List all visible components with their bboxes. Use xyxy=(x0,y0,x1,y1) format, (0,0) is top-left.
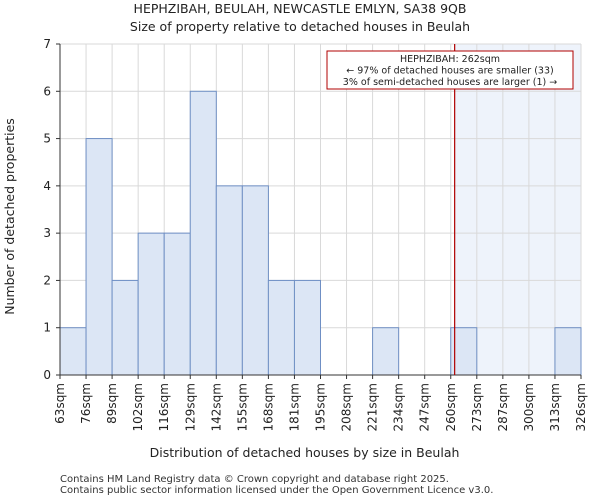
histogram-bar xyxy=(215,185,243,376)
y-tick-label: 6 xyxy=(43,84,51,98)
x-tick-label: 76sqm xyxy=(79,383,93,424)
x-tick-label: 300sqm xyxy=(522,383,536,431)
annotation-box xyxy=(326,50,574,90)
x-tick-label: 247sqm xyxy=(418,383,432,431)
histogram-bar xyxy=(241,185,269,376)
chart-subtitle: Size of property relative to detached ho… xyxy=(129,19,471,34)
annotation-line: 3% of semi-detached houses are larger (1… xyxy=(343,77,557,88)
x-tick-label: 102sqm xyxy=(131,383,145,431)
x-tick-label: 313sqm xyxy=(548,383,562,431)
x-tick-label: 63sqm xyxy=(53,383,67,424)
x-tick-label: 273sqm xyxy=(470,383,484,431)
y-tick-label: 5 xyxy=(43,132,51,146)
highlight-region xyxy=(454,44,581,375)
histogram-bar xyxy=(267,279,295,376)
x-tick-label: 260sqm xyxy=(444,383,458,431)
y-tick-label: 1 xyxy=(43,321,51,335)
footer-attribution-ogl: Contains public sector information licen… xyxy=(60,485,494,496)
annotation-line: HEPHZIBAH: 262sqm xyxy=(400,54,500,65)
x-tick-label: 89sqm xyxy=(105,383,119,424)
histogram-bar xyxy=(554,327,582,376)
annotation-line: ← 97% of detached houses are smaller (33… xyxy=(346,66,553,77)
x-tick-label: 208sqm xyxy=(340,383,354,431)
x-tick-label: 181sqm xyxy=(287,383,301,431)
x-tick-label: 129sqm xyxy=(183,383,197,431)
histogram-bar xyxy=(59,327,87,376)
y-tick-label: 3 xyxy=(43,226,51,240)
y-tick-label: 2 xyxy=(43,273,51,287)
histogram-bar xyxy=(189,90,217,376)
histogram-bar xyxy=(137,232,165,376)
histogram-bar xyxy=(293,279,322,376)
x-tick-label: 234sqm xyxy=(392,383,406,431)
x-tick-label: 168sqm xyxy=(261,383,275,431)
footer-attribution-land-registry: Contains HM Land Registry data © Crown c… xyxy=(60,474,449,485)
histogram-bar xyxy=(111,279,139,376)
chart-title: HEPHZIBAH, BEULAH, NEWCASTLE EMLYN, SA38… xyxy=(133,1,467,16)
x-tick-label: 195sqm xyxy=(314,383,328,431)
y-tick-label: 4 xyxy=(43,179,51,193)
histogram-bar xyxy=(163,232,191,376)
y-tick-label: 0 xyxy=(43,368,51,382)
x-tick-label: 142sqm xyxy=(209,383,223,431)
histogram-bar xyxy=(372,327,400,376)
x-tick-label: 287sqm xyxy=(496,383,510,431)
histogram-bar xyxy=(85,138,113,376)
y-tick-label: 7 xyxy=(43,37,51,51)
x-tick-label: 221sqm xyxy=(366,383,380,431)
x-tick-label: 326sqm xyxy=(574,383,588,431)
x-axis-title: Distribution of detached houses by size … xyxy=(150,445,460,460)
y-axis-title: Number of detached properties xyxy=(2,118,17,315)
x-tick-label: 155sqm xyxy=(235,383,249,431)
x-tick-label: 116sqm xyxy=(157,383,171,431)
